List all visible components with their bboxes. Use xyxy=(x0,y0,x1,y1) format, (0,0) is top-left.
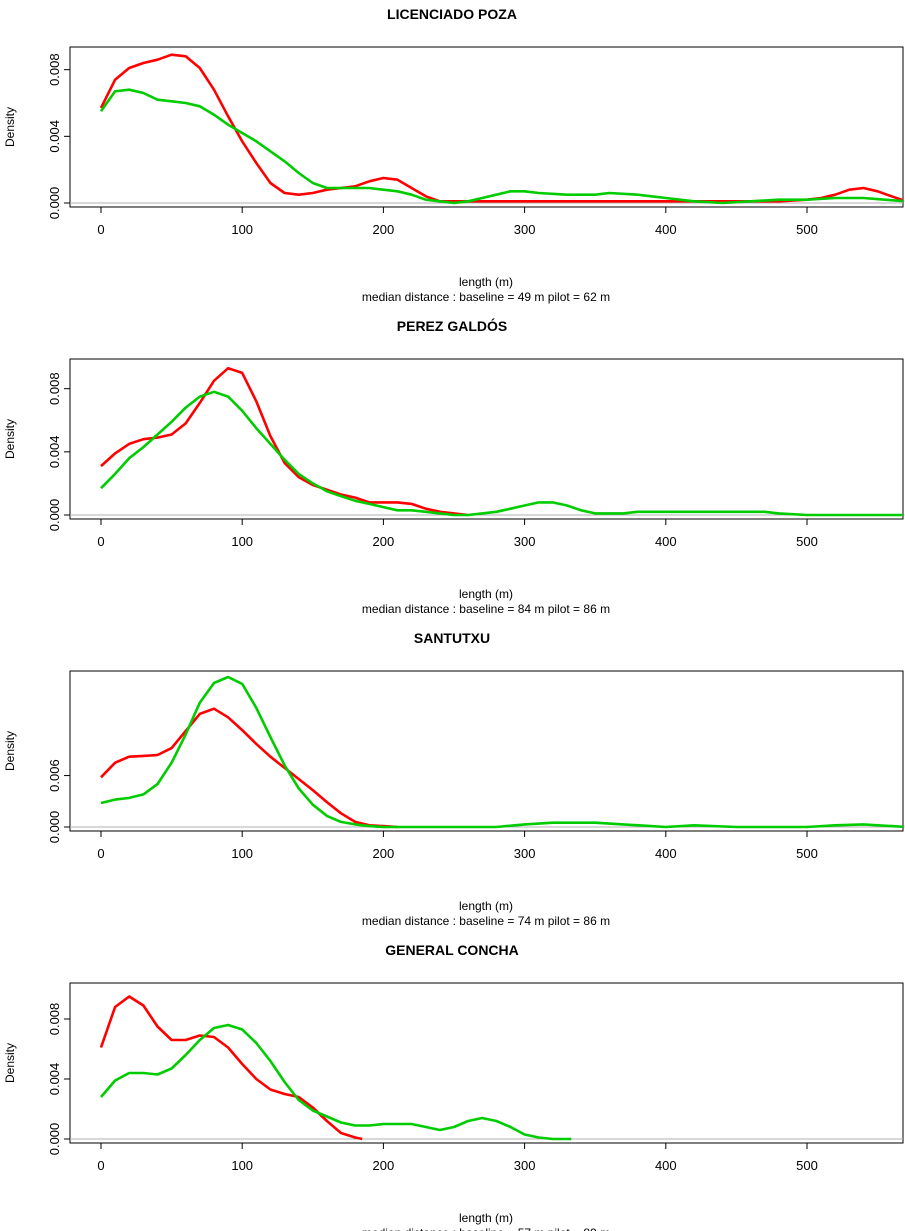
y-tick-label: 0.008 xyxy=(47,372,62,405)
y-axis-label: Density xyxy=(3,1043,17,1083)
x-tick-label: 300 xyxy=(514,1158,536,1173)
y-axis-label: Density xyxy=(3,731,17,771)
density-line-green xyxy=(100,675,903,829)
x-tick-label: 0 xyxy=(97,1158,104,1173)
y-tick-label: 0.004 xyxy=(47,120,62,153)
y-axis-label: Density xyxy=(3,107,17,147)
x-tick-label: 500 xyxy=(796,534,818,549)
x-tick-label: 200 xyxy=(373,1158,395,1173)
x-tick-label: 500 xyxy=(796,222,818,237)
x-tick-label: 200 xyxy=(373,222,395,237)
density-line-green xyxy=(100,1023,572,1141)
chart-title: GENERAL CONCHA xyxy=(385,942,519,958)
y-tick-label: 0.006 xyxy=(47,759,62,792)
x-tick-label: 400 xyxy=(655,846,677,861)
plot-frame xyxy=(69,358,904,520)
x-tick-label: 0 xyxy=(97,222,104,237)
x-tick-label: 100 xyxy=(231,846,253,861)
median-caption: median distance : baseline = 49 m pilot … xyxy=(362,290,610,304)
x-axis-label: length (m) xyxy=(459,275,513,289)
y-tick-label: 0.008 xyxy=(47,1003,62,1036)
panel-4: GENERAL CONCHA 0 100 200 300 400 500 0.000 0.004… xyxy=(3,942,904,1231)
panel-3: SANTUTXU 0 100 200 300 400 500 0.000 0.006 Densit… xyxy=(3,630,904,928)
y-axis-label: Density xyxy=(3,419,17,459)
x-tick-label: 500 xyxy=(796,1158,818,1173)
density-line-green xyxy=(99,88,903,205)
x-tick-label: 300 xyxy=(514,222,536,237)
x-tick-label: 0 xyxy=(97,846,104,861)
panel-2: PEREZ GALDÓS 0 100 200 300 400 500 0.000 0.004 0.… xyxy=(3,317,904,616)
x-tick-label: 400 xyxy=(655,222,677,237)
density-line-red xyxy=(100,366,469,517)
y-tick-label: 0.000 xyxy=(47,1123,62,1156)
x-axis-label: length (m) xyxy=(459,899,513,913)
density-line-red xyxy=(100,707,398,829)
median-caption: median distance : baseline = 57 m pilot … xyxy=(362,1226,610,1231)
y-tick-label: 0.004 xyxy=(47,1063,62,1096)
density-line-red xyxy=(99,53,903,203)
x-tick-label: 500 xyxy=(796,846,818,861)
x-tick-label: 400 xyxy=(655,534,677,549)
x-tick-label: 100 xyxy=(231,1158,253,1173)
x-axis-label: length (m) xyxy=(459,587,513,601)
y-tick-label: 0.000 xyxy=(47,811,62,844)
y-tick-label: 0.008 xyxy=(47,53,62,86)
x-tick-label: 100 xyxy=(231,534,253,549)
plot-frame xyxy=(69,670,904,832)
x-tick-label: 300 xyxy=(514,846,536,861)
chart-title: PEREZ GALDÓS xyxy=(397,317,507,334)
x-tick-label: 300 xyxy=(514,534,536,549)
x-tick-label: 0 xyxy=(97,534,104,549)
density-line-green xyxy=(100,390,903,517)
median-caption: median distance : baseline = 74 m pilot … xyxy=(362,914,610,928)
plot-frame xyxy=(69,982,904,1144)
y-tick-label: 0.004 xyxy=(47,436,62,469)
y-tick-label: 0.000 xyxy=(47,187,62,220)
plot-frame xyxy=(69,46,904,208)
density-line-red xyxy=(99,995,363,1141)
x-tick-label: 200 xyxy=(373,534,395,549)
chart-title: LICENCIADO POZA xyxy=(387,6,517,22)
chart-title: SANTUTXU xyxy=(414,630,490,646)
x-axis-label: length (m) xyxy=(459,1211,513,1225)
y-tick-label: 0.000 xyxy=(47,499,62,532)
panel-1: LICENCIADO POZA 0 100 200 300 400 500 0.000 0.00… xyxy=(3,6,904,304)
median-caption: median distance : baseline = 84 m pilot … xyxy=(362,602,610,616)
x-tick-label: 200 xyxy=(373,846,395,861)
x-tick-label: 100 xyxy=(231,222,253,237)
x-tick-label: 400 xyxy=(655,1158,677,1173)
